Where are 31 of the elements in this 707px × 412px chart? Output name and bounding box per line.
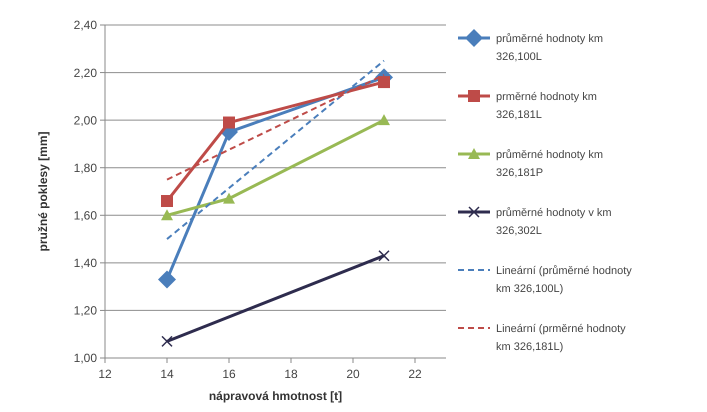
x-tick-label: 18 — [284, 367, 298, 381]
x-tick-label: 16 — [222, 367, 236, 381]
point — [161, 209, 173, 220]
y-tick-label: 2,20 — [74, 66, 98, 80]
y-tick-label: 1,20 — [74, 304, 98, 318]
x-tick-label: 12 — [98, 367, 112, 381]
point — [378, 76, 390, 88]
y-tick-label: 1,40 — [74, 256, 98, 270]
y-axis-title: pružné poklesy [mm] — [36, 131, 50, 252]
point — [223, 116, 235, 129]
legend-label: průměrné hodnoty km 326,181P — [496, 149, 603, 179]
point — [161, 336, 173, 348]
y-tick-label: 2,00 — [74, 113, 98, 128]
y-tick-label: 1,80 — [74, 160, 98, 175]
point — [158, 270, 176, 289]
legend-label: prměrné hodnoty km 326,181L — [496, 91, 597, 121]
point — [378, 250, 390, 262]
y-tick-label: 2,40 — [74, 18, 98, 32]
x-tick-label: 22 — [408, 367, 422, 381]
legend-label: Lineární (prměrné hodnoty km 326,181L) — [496, 323, 626, 353]
legend-label: průměrné hodnoty km 326,100L — [496, 33, 603, 63]
x-tick-label: 20 — [346, 367, 360, 381]
y-tick-label: 1,00 — [74, 351, 98, 366]
legend-label: průměrné hodnoty v km 326,302L — [496, 207, 612, 237]
legend-label: Lineární (průměrné hodnoty km 326,100L) — [496, 265, 632, 295]
x-tick-label: 14 — [160, 367, 174, 381]
y-tick-label: 1,60 — [74, 208, 98, 222]
point — [161, 195, 173, 208]
x-axis-title: nápravová hmotnost [t] — [208, 389, 342, 403]
point — [223, 192, 235, 204]
point — [378, 114, 390, 126]
